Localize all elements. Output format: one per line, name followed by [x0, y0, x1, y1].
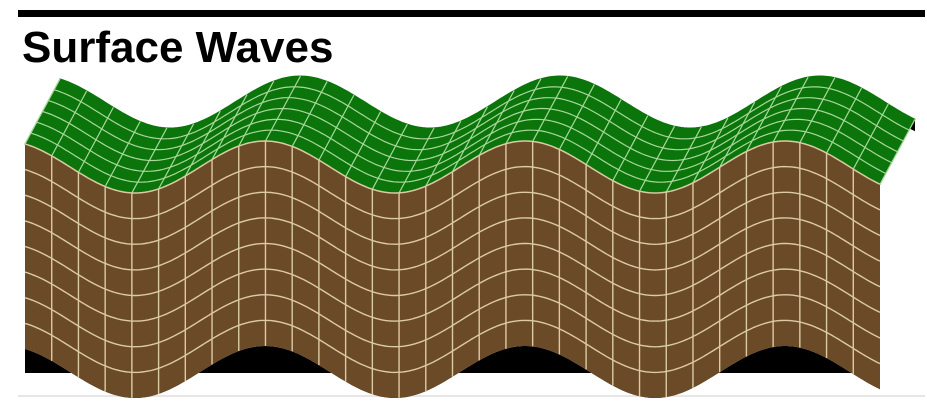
top-rule [18, 10, 925, 17]
page: Surface Waves (() => { const data = JSON… [0, 0, 927, 401]
title: Surface Waves [22, 23, 333, 72]
illustration: Surface Waves [0, 0, 927, 401]
wave-block [25, 76, 915, 398]
